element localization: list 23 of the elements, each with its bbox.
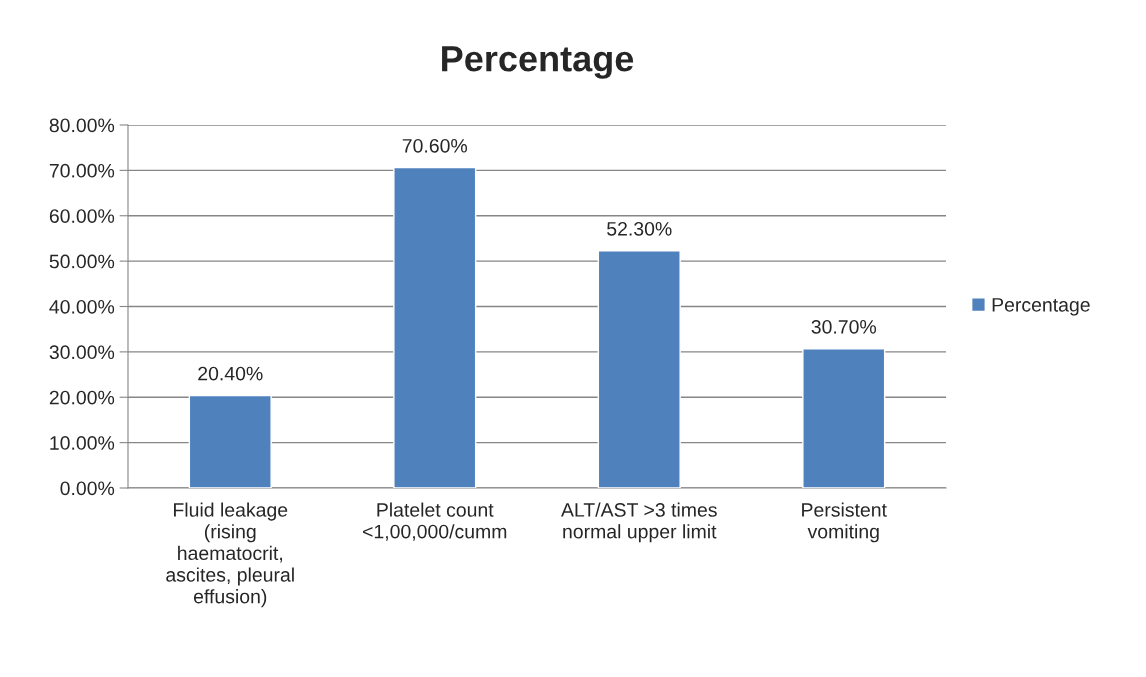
y-tick-label: 0.00% xyxy=(60,481,115,496)
data-label: 20.40% xyxy=(198,366,263,381)
y-tick-label: 10.00% xyxy=(50,436,115,450)
data-label: 30.70% xyxy=(811,319,877,334)
bar xyxy=(188,394,272,488)
data-label: 52.30% xyxy=(607,221,672,236)
y-tick-label: 60.00% xyxy=(49,209,115,223)
x-tick-label: ALT/AST >3 times normal upper limit xyxy=(561,502,717,543)
x-tick-label: Persistent vomiting xyxy=(802,502,887,543)
bar xyxy=(802,348,886,488)
y-tick-label: 40.00% xyxy=(49,299,115,314)
legend-label: Percentage xyxy=(992,298,1090,316)
y-tick-label: 70.00% xyxy=(49,163,115,178)
bar xyxy=(597,249,681,488)
x-tick-label: Fluid leakage (rising haematocrit, ascites, pleural effusion) xyxy=(166,502,294,608)
y-tick-label: 30.00% xyxy=(49,345,115,360)
data-label: 70.60% xyxy=(402,138,468,153)
y-tick-label: 50.00% xyxy=(49,254,115,269)
y-tick-label: 80.00% xyxy=(49,118,115,133)
chart-title: Percentage xyxy=(442,46,634,79)
y-tick-label: 20.00% xyxy=(49,390,115,405)
x-tick-label: Platelet count <1,00,000/cumm xyxy=(363,502,507,541)
bar xyxy=(393,166,477,488)
